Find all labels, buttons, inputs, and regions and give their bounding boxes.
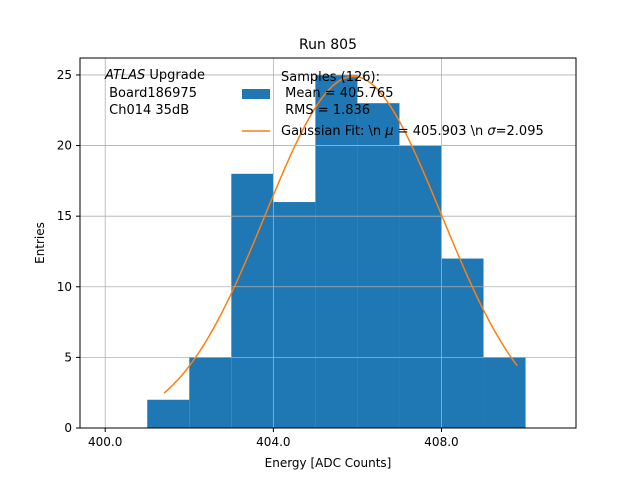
- x-tick-label-1: 404.0: [256, 435, 290, 449]
- histogram-bar-7: [441, 258, 484, 428]
- y-tick-label-1: 5: [64, 350, 72, 364]
- x-axis-ticks: 400.0 404.0 408.0: [88, 428, 459, 449]
- plot-frame: [79, 57, 577, 429]
- legend-samples-patch: [242, 89, 270, 99]
- legend: Samples (126): Mean = 405.765 RMS = 1.83…: [242, 70, 544, 139]
- y-tick-label-4: 20: [57, 139, 72, 153]
- y-tick-label-2: 10: [57, 280, 72, 294]
- chart-title: Run 805: [299, 37, 357, 53]
- legend-fit-suffix: =2.095: [496, 124, 544, 139]
- histogram-bar-5: [357, 103, 400, 428]
- y-axis-label: Entries: [33, 222, 47, 264]
- upgrade-label: Upgrade: [145, 68, 205, 83]
- legend-fit-mid: = 405.903 \n: [394, 124, 488, 139]
- legend-samples-line-1: Samples (126):: [281, 70, 380, 85]
- y-tick-label-3: 15: [57, 209, 72, 223]
- x-axis-label: Energy [ADC Counts]: [265, 456, 392, 470]
- atlas-label: ATLAS: [104, 68, 145, 83]
- x-tick-label-2: 408.0: [424, 435, 458, 449]
- legend-samples-line-3: RMS = 1.836: [281, 103, 370, 118]
- histogram-bar-4: [315, 74, 358, 428]
- annotation-line-3: Ch014 35dB: [105, 103, 189, 118]
- y-axis-ticks: 0 5 10 15 20 25: [57, 68, 80, 435]
- annotation-text: ATLAS Upgrade Board186975 Ch014 35dB: [104, 68, 205, 118]
- legend-fit-sigma-symbol: σ: [487, 124, 496, 139]
- gaussian-fit-line: [163, 75, 518, 394]
- y-tick-label-0: 0: [64, 421, 72, 435]
- y-tick-label-5: 25: [57, 68, 72, 82]
- legend-fit-prefix: Gaussian Fit: \n: [281, 124, 385, 139]
- legend-fit-label: Gaussian Fit: \n μ = 405.903 \n σ=2.095: [281, 124, 544, 139]
- histogram-bar-8: [483, 357, 526, 428]
- histogram-bar-3: [273, 202, 316, 428]
- x-tick-label-0: 400.0: [88, 435, 122, 449]
- histogram-bar-0: [147, 399, 190, 428]
- histogram-bar-1: [189, 357, 232, 428]
- legend-samples-line-2: Mean = 405.765: [281, 86, 393, 101]
- annotation-line-1: ATLAS Upgrade: [104, 68, 205, 83]
- legend-fit-mu-symbol: μ: [384, 124, 393, 139]
- annotation-line-2: Board186975: [105, 86, 197, 101]
